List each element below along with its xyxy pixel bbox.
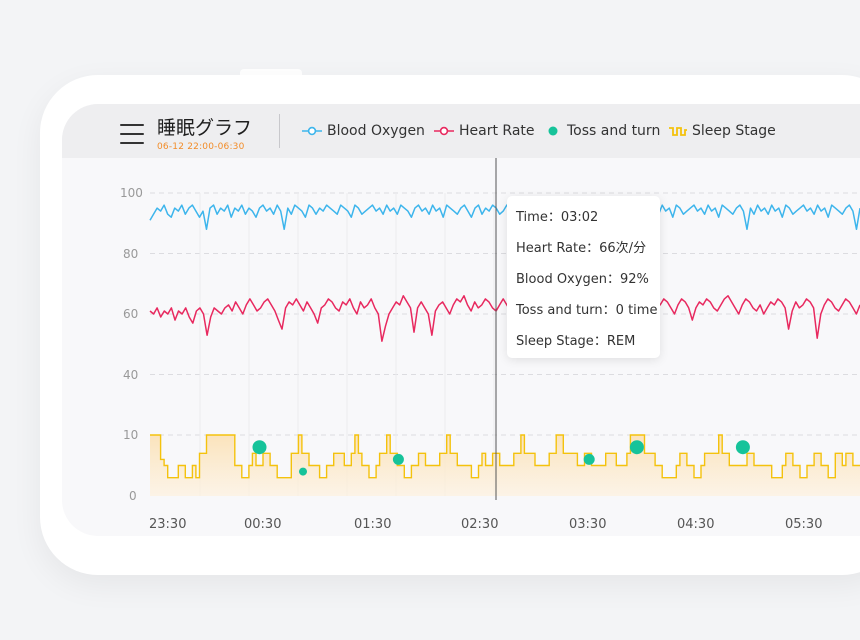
y-tick-label: 100	[120, 186, 143, 200]
legend-heart-rate[interactable]: Heart Rate	[433, 121, 535, 141]
legend-blood-oxygen-label: Blood Oxygen	[327, 123, 425, 139]
blood-oxygen-line	[149, 204, 860, 234]
header-divider	[279, 114, 280, 148]
tooltip-oxygen-value: 92%	[619, 272, 649, 287]
tooltip-heart-value: 66次/分	[599, 241, 647, 256]
x-tick-label: 02:30	[461, 517, 498, 532]
heart-rate-line	[149, 295, 860, 342]
chart-grid	[150, 192, 860, 496]
legend-toss-and-turn[interactable]: Toss and turn	[545, 121, 660, 141]
sleep-chart[interactable]: 100 80 60 40 10 0 23:30 00:30 01:30 02:3…	[62, 158, 860, 536]
heart-rate-series	[149, 295, 860, 342]
tooltip-time-row: Time：03:02	[516, 210, 599, 225]
app-screen: 睡眠グラフ 06-12 22:00-06:30 Blood Oxygen Hea…	[62, 104, 860, 536]
x-tick-label: 00:30	[244, 517, 281, 532]
sleep-stage-line	[150, 434, 860, 479]
tooltip-heart-row: Heart Rate：66次/分	[516, 241, 647, 256]
legend-sleep-stage[interactable]: Sleep Stage	[668, 121, 776, 141]
hamburger-menu-icon[interactable]	[120, 124, 144, 144]
time-range-label: 22:00-06:30	[187, 142, 245, 152]
blood-oxygen-legend-icon	[302, 126, 322, 136]
tooltip-stage-label: Sleep Stage	[516, 334, 594, 349]
legend-blood-oxygen[interactable]: Blood Oxygen	[301, 121, 425, 141]
page-title: 睡眠グラフ	[157, 117, 253, 139]
sleep-stage-series	[150, 434, 860, 496]
tooltip-heart-label: Heart Rate	[516, 241, 587, 256]
date-subtitle: 06-12 22:00-06:30	[157, 142, 245, 152]
tooltip-stage-value: REM	[606, 334, 636, 349]
y-tick-label: 40	[123, 368, 138, 382]
blood-oxygen-series	[149, 204, 860, 234]
sleep-stage-legend-icon	[669, 127, 687, 136]
phone-speaker-notch	[240, 69, 302, 76]
chart-tooltip: Time：03:02 Heart Rate：66次/分 Blood Oxygen…	[507, 196, 660, 358]
x-tick-label: 04:30	[677, 517, 714, 532]
y-axis-ticks: 100 80 60 40 10 0	[120, 186, 143, 503]
legend-heart-rate-label: Heart Rate	[459, 123, 535, 139]
date-label: 06-12	[157, 142, 185, 152]
tooltip-toss-row: Toss and turn：0 time	[516, 303, 658, 318]
toss-and-turn-series	[252, 440, 750, 476]
y-tick-label: 60	[123, 307, 138, 321]
x-tick-label: 01:30	[354, 517, 391, 532]
app-header: 睡眠グラフ 06-12 22:00-06:30 Blood Oxygen Hea…	[62, 104, 860, 158]
tooltip-stage-row: Sleep Stage：REM	[516, 334, 636, 349]
y-tick-label: 0	[129, 489, 137, 503]
toss-and-turn-point	[392, 453, 404, 465]
toss-and-turn-point	[735, 440, 750, 455]
y-tick-label: 10	[123, 428, 138, 442]
toss-and-turn-point	[252, 440, 267, 455]
legend-toss-and-turn-label: Toss and turn	[567, 123, 661, 139]
tooltip-oxygen-label: Blood Oxygen	[516, 272, 607, 287]
tooltip-oxygen-row: Blood Oxygen：92%	[516, 272, 649, 287]
toss-and-turn-point	[583, 453, 595, 465]
x-tick-label: 05:30	[785, 517, 822, 532]
x-axis-ticks: 23:30 00:30 01:30 02:30 03:30 04:30 05:3…	[149, 517, 822, 532]
tooltip-toss-value: 0 time	[615, 303, 658, 318]
heart-rate-legend-icon	[434, 126, 454, 136]
toss-and-turn-point	[629, 440, 644, 455]
toss-and-turn-legend-icon	[548, 126, 558, 136]
x-tick-label: 23:30	[149, 517, 186, 532]
tooltip-time-value: 03:02	[560, 210, 599, 225]
tooltip-time-label: Time	[516, 210, 548, 225]
y-tick-label: 80	[123, 247, 138, 261]
legend-sleep-stage-label: Sleep Stage	[692, 123, 776, 139]
x-tick-label: 03:30	[569, 517, 606, 532]
toss-and-turn-point	[299, 467, 307, 476]
tooltip-toss-label: Toss and turn	[516, 303, 603, 318]
